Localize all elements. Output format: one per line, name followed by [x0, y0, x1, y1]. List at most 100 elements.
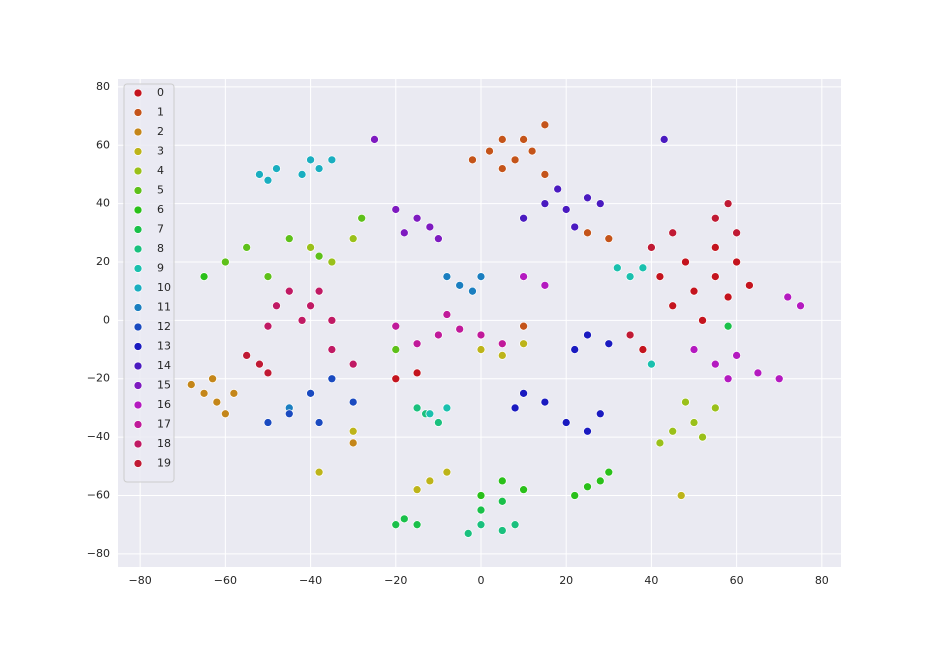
legend-label: 13: [157, 340, 171, 353]
point: [391, 374, 401, 384]
point: [796, 301, 805, 311]
point: [676, 491, 686, 500]
point: [668, 301, 678, 311]
point: [370, 135, 379, 144]
point: [647, 359, 656, 369]
point: [723, 374, 733, 384]
legend-label: 16: [157, 398, 171, 411]
legend-label: 11: [157, 301, 171, 314]
point: [255, 359, 264, 369]
point: [348, 426, 358, 436]
point: [455, 280, 465, 290]
point: [519, 485, 528, 495]
legend-label: 17: [157, 418, 171, 431]
point: [391, 345, 401, 354]
point: [497, 526, 507, 535]
plot-area: [118, 79, 841, 567]
legend-marker: [133, 381, 143, 390]
point: [659, 135, 669, 144]
point: [497, 135, 507, 144]
point: [434, 418, 443, 427]
legend-label: 0: [157, 86, 164, 99]
legend-label: 1: [157, 106, 164, 119]
point: [519, 272, 528, 281]
legend-marker: [133, 264, 143, 273]
point: [391, 321, 401, 331]
point: [710, 243, 720, 252]
y-tick-label: 20: [96, 255, 110, 268]
point: [391, 205, 401, 214]
point: [583, 330, 592, 340]
point: [199, 272, 209, 281]
point: [442, 310, 452, 319]
legend-label: 15: [157, 379, 171, 392]
point: [442, 272, 452, 281]
y-tick-label: 60: [96, 138, 110, 151]
legend-marker: [133, 303, 143, 312]
point: [306, 243, 315, 252]
point: [348, 438, 358, 448]
legend-marker: [133, 127, 143, 137]
point: [434, 330, 443, 340]
point: [753, 368, 763, 378]
legend-label: 19: [157, 457, 171, 470]
point: [212, 397, 222, 407]
point: [242, 351, 252, 360]
x-tick-label: 0: [477, 574, 484, 587]
legend-label: 14: [157, 359, 171, 372]
point: [306, 301, 315, 311]
point: [186, 380, 196, 389]
point: [476, 345, 486, 354]
point: [732, 228, 741, 238]
legend-marker: [133, 439, 143, 449]
point: [485, 146, 494, 156]
point: [510, 155, 520, 165]
point: [242, 243, 252, 252]
legend-label: 3: [157, 145, 164, 158]
legend-marker: [133, 108, 143, 117]
point: [540, 199, 550, 208]
point: [412, 368, 422, 378]
point: [229, 388, 239, 398]
legend-label: 12: [157, 320, 171, 333]
legend-label: 9: [157, 262, 164, 275]
point: [412, 485, 422, 495]
x-tick-label: −60: [214, 574, 237, 587]
y-tick-label: −60: [87, 488, 110, 501]
y-tick-label: −40: [87, 430, 110, 443]
point: [604, 467, 614, 477]
legend-label: 10: [157, 281, 171, 294]
point: [314, 286, 324, 296]
legend-marker: [133, 225, 143, 234]
point: [442, 403, 452, 413]
point: [476, 505, 486, 515]
point: [306, 155, 315, 165]
point: [412, 403, 422, 413]
points: [186, 120, 805, 538]
point: [655, 272, 665, 281]
point: [476, 330, 486, 340]
point: [263, 272, 273, 281]
x-tick-label: −20: [384, 574, 407, 587]
legend-marker: [133, 322, 143, 332]
point: [595, 476, 605, 486]
point: [540, 397, 550, 407]
point: [412, 339, 422, 349]
point: [698, 316, 707, 325]
legend-marker: [133, 186, 143, 195]
point: [519, 135, 528, 144]
point: [272, 164, 281, 173]
legend-marker: [133, 400, 143, 410]
point: [698, 432, 707, 442]
legend-label: 8: [157, 242, 164, 255]
point: [357, 213, 367, 223]
point: [497, 164, 507, 173]
point: [732, 351, 741, 360]
point: [425, 409, 435, 419]
legend-marker: [133, 244, 143, 254]
point: [327, 316, 337, 325]
point: [314, 164, 324, 173]
point: [638, 263, 648, 273]
legend-label: 7: [157, 223, 164, 236]
point: [519, 213, 528, 223]
